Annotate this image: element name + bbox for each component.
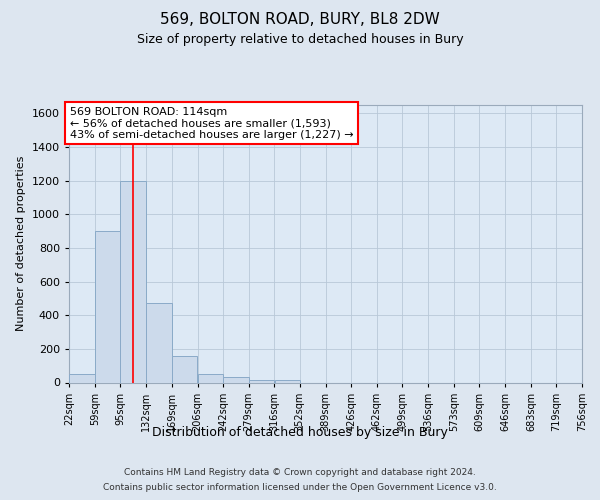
Text: 569, BOLTON ROAD, BURY, BL8 2DW: 569, BOLTON ROAD, BURY, BL8 2DW (160, 12, 440, 28)
Text: Size of property relative to detached houses in Bury: Size of property relative to detached ho… (137, 32, 463, 46)
Text: Distribution of detached houses by size in Bury: Distribution of detached houses by size … (152, 426, 448, 439)
Text: 569 BOLTON ROAD: 114sqm
← 56% of detached houses are smaller (1,593)
43% of semi: 569 BOLTON ROAD: 114sqm ← 56% of detache… (70, 106, 353, 140)
Text: Contains HM Land Registry data © Crown copyright and database right 2024.: Contains HM Land Registry data © Crown c… (124, 468, 476, 477)
Bar (146, 304, 172, 382)
Bar (120, 180, 146, 382)
Bar (223, 378, 248, 382)
Y-axis label: Number of detached properties: Number of detached properties (16, 156, 26, 332)
Bar (249, 380, 274, 382)
Bar (95, 231, 120, 382)
Bar (198, 374, 223, 382)
Text: Contains public sector information licensed under the Open Government Licence v3: Contains public sector information licen… (103, 483, 497, 492)
Bar (275, 380, 299, 382)
Bar (172, 356, 197, 382)
Bar (69, 374, 95, 382)
